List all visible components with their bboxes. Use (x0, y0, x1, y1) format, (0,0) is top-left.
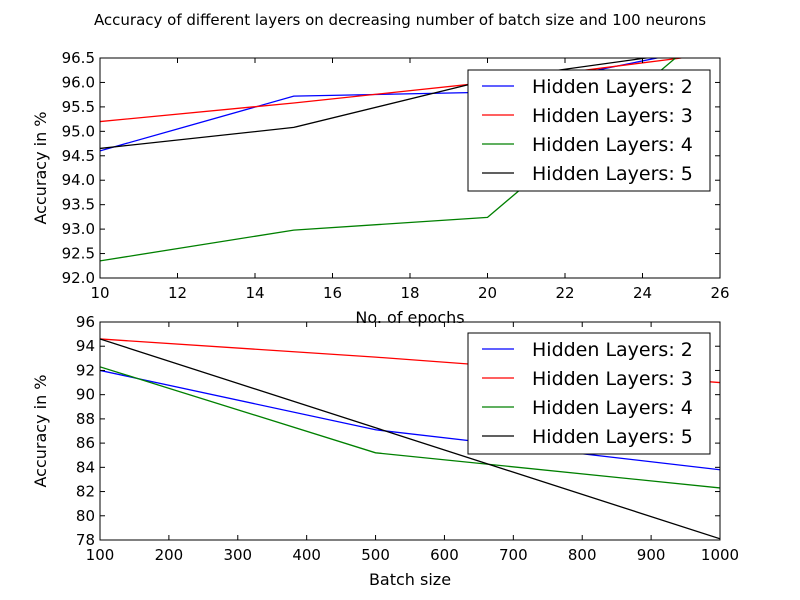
y-tick-label: 94.0 (62, 171, 95, 189)
legend-label-4: Hidden Layers: 5 (532, 426, 693, 448)
x-tick-label: 700 (499, 546, 528, 564)
y-tick-label: 92.5 (62, 245, 95, 263)
x-tick-label: 500 (361, 546, 390, 564)
y-tick-label: 95.5 (62, 98, 95, 116)
x-tick-label: 900 (637, 546, 666, 564)
y-tick-label: 93.0 (62, 220, 95, 238)
y-tick-label: 82 (76, 483, 95, 501)
x-tick-label: 16 (323, 284, 342, 302)
y-tick-label: 78 (76, 531, 95, 549)
x-tick-label: 20 (478, 284, 497, 302)
legend-label-2: Hidden Layers: 3 (532, 105, 693, 127)
x-axis-label: No. of epochs (355, 308, 464, 327)
axes-frame (99, 321, 721, 541)
legend-box (467, 69, 711, 192)
chart-epochs: 10 12 14 16 18 20 22 24 26 92.0 92.5 93.0 93.5 94.0 94… (31, 49, 730, 327)
legend-label-3: Hidden Layers: 4 (532, 134, 693, 156)
x-tick-label: 300 (223, 546, 252, 564)
y-axis-label: Accuracy in % (31, 111, 50, 224)
x-tick-label: 800 (568, 546, 597, 564)
x-tick-label: 400 (292, 546, 321, 564)
series-lines (100, 338, 720, 540)
y-tick-label: 96 (76, 313, 95, 331)
series-line-3 (100, 366, 720, 489)
legend: Hidden Layers: 2 Hidden Layers: 3 Hidden L… (467, 69, 711, 192)
x-tick-label: 10 (90, 284, 109, 302)
legend-box (467, 332, 711, 455)
x-tick-label: 200 (155, 546, 184, 564)
x-tick-label: 1000 (701, 546, 739, 564)
legend-label-3: Hidden Layers: 4 (532, 397, 693, 419)
x-tick-label: 18 (400, 284, 419, 302)
x-tick-label: 12 (168, 284, 187, 302)
x-axis-label: Batch size (369, 570, 451, 589)
y-tick-label: 96.0 (62, 73, 95, 91)
x-tick-label: 24 (633, 284, 652, 302)
x-tick-label: 14 (245, 284, 264, 302)
y-tick-label: 95.0 (62, 122, 95, 140)
figure-title: Accuracy of different layers on decreasi… (94, 11, 706, 29)
legend-label-4: Hidden Layers: 5 (532, 163, 693, 185)
series-line-1 (100, 369, 720, 471)
chart-batch-size: 100 200 300 400 500 600 700 800 900 1000 78 80 82 84 8… (31, 313, 739, 589)
y-tick-label: 92 (76, 361, 95, 379)
legend-label-1: Hidden Layers: 2 (532, 339, 693, 361)
y-tick-label: 94.5 (62, 147, 95, 165)
x-tick-label: 26 (710, 284, 729, 302)
series-line-4 (100, 58, 651, 150)
y-tick-label: 86 (76, 434, 95, 452)
y-tick-label: 88 (76, 410, 95, 428)
y-tick-label: 80 (76, 507, 95, 525)
x-tick-label: 22 (555, 284, 574, 302)
y-axis-label: Accuracy in % (31, 374, 50, 487)
legend-label-2: Hidden Layers: 3 (532, 368, 693, 390)
x-tick-label: 100 (86, 546, 115, 564)
y-tick-label: 96.5 (62, 49, 95, 67)
legend: Hidden Layers: 2 Hidden Layers: 3 Hidden L… (467, 332, 711, 455)
y-tick-label: 84 (76, 458, 95, 476)
y-tick-label: 90 (76, 386, 95, 404)
y-tick-label: 93.5 (62, 196, 95, 214)
y-tick-label: 92.0 (62, 269, 95, 287)
legend-label-1: Hidden Layers: 2 (532, 76, 693, 98)
y-tick-label: 94 (76, 337, 95, 355)
series-line-4 (100, 338, 720, 540)
x-tick-label: 600 (430, 546, 459, 564)
